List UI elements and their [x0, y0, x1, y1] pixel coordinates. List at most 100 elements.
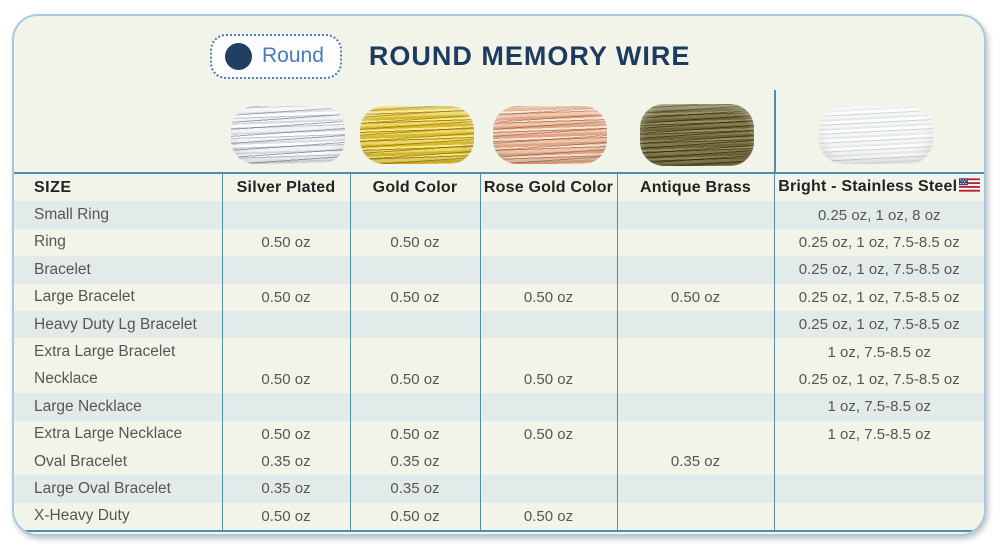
value-cell: 0.50 oz	[221, 420, 350, 448]
size-cell: Bracelet	[34, 260, 91, 278]
value-cell: 0.50 oz	[616, 283, 774, 311]
size-cell: Heavy Duty Lg Bracelet	[34, 315, 197, 333]
value-cell	[479, 310, 617, 339]
table-row: X-Heavy Duty 0.50 oz 0.50 oz 0.50 oz	[14, 502, 984, 533]
size-column-header: SIZE	[14, 171, 222, 202]
table-row: Large Oval Bracelet 0.35 oz 0.35 oz	[14, 475, 984, 503]
column-header-antique-brass: Antique Brass	[616, 171, 774, 202]
size-cell: Ring	[34, 233, 66, 251]
filled-circle-icon	[225, 42, 252, 70]
value-cell: 0.50 oz	[221, 228, 350, 257]
value-cell	[221, 338, 350, 366]
table-row: Bracelet 0.25 oz, 1 oz, 7.5-8.5 oz	[14, 256, 984, 284]
value-cell	[479, 201, 617, 229]
wire-coil-images	[14, 100, 984, 166]
value-cell: 0.35 oz	[349, 447, 480, 476]
value-cell: 0.25 oz, 1 oz, 7.5-8.5 oz	[773, 365, 984, 394]
value-cell	[221, 393, 350, 421]
value-cell	[349, 256, 480, 284]
memory-wire-spec-card: Round ROUND MEMORY WIRE SIZE Silver Plate…	[12, 14, 986, 536]
value-cell: 0.35 oz	[616, 447, 774, 476]
value-cell	[349, 201, 480, 229]
size-cell: Large Oval Bracelet	[34, 479, 171, 497]
value-cell: 0.25 oz, 1 oz, 8 oz	[773, 201, 984, 229]
size-cell: Large Bracelet	[34, 288, 135, 306]
value-cell	[616, 365, 774, 394]
table-row: Oval Bracelet 0.35 oz 0.35 oz 0.35 oz	[14, 447, 984, 476]
badge-label: Round	[262, 44, 324, 67]
column-header-label: Gold Color	[372, 178, 458, 196]
size-cell: Extra Large Necklace	[34, 425, 183, 443]
value-cell	[221, 201, 350, 229]
value-cell: 0.50 oz	[349, 420, 480, 448]
table-row: Heavy Duty Lg Bracelet 0.25 oz, 1 oz, 7.5…	[14, 310, 984, 339]
column-header-rose-gold-color: Rose Gold Color	[479, 171, 617, 202]
value-cell	[616, 256, 774, 284]
value-cell	[616, 393, 774, 421]
size-cell: X-Heavy Duty	[14, 502, 222, 533]
size-cell: Small Ring	[34, 206, 109, 224]
value-cell: 0.50 oz	[479, 283, 617, 311]
value-cell: 0.50 oz	[349, 283, 480, 311]
column-header-label: SIZE	[34, 178, 72, 196]
value-cell	[616, 228, 774, 257]
value-cell	[773, 447, 984, 476]
value-cell: 0.50 oz	[479, 502, 617, 533]
size-spec-table: SIZE Silver Plated Gold Color Rose Gold Col…	[14, 171, 984, 533]
column-header-label: Bright - Stainless Steel	[778, 178, 958, 196]
table-row: Extra Large Necklace 0.50 oz 0.50 oz 0.50 o…	[14, 420, 984, 448]
value-cell: 0.50 oz	[221, 283, 350, 311]
size-cell: Extra Large Bracelet	[34, 343, 176, 361]
value-cell	[479, 228, 617, 257]
value-cell: 0.25 oz, 1 oz, 7.5-8.5 oz	[773, 228, 984, 257]
value-cell: 0.50 oz	[221, 502, 350, 533]
column-header-label: Rose Gold Color	[483, 178, 614, 196]
value-cell	[479, 393, 617, 421]
value-cell: 1 oz, 7.5-8.5 oz	[773, 338, 984, 366]
value-cell	[773, 502, 984, 533]
column-header-label: Silver Plated	[236, 178, 336, 196]
value-cell: 0.25 oz, 1 oz, 7.5-8.5 oz	[773, 310, 984, 339]
silver-plated-coil-image	[231, 106, 345, 164]
value-cell: 0.50 oz	[479, 420, 617, 448]
value-cell	[616, 475, 774, 503]
value-cell: 0.25 oz, 1 oz, 7.5-8.5 oz	[773, 283, 984, 311]
stainless-section-divider	[774, 90, 776, 172]
table-row: Large Necklace 1 oz, 7.5-8.5 oz	[14, 393, 984, 421]
table-row: Small Ring 0.25 oz, 1 oz, 8 oz	[14, 201, 984, 229]
page-title: ROUND MEMORY WIRE	[368, 40, 691, 71]
value-cell: 0.50 oz	[349, 365, 480, 394]
size-cell: Large Necklace	[34, 397, 142, 415]
value-cell: 1 oz, 7.5-8.5 oz	[773, 393, 984, 421]
value-cell	[479, 256, 617, 284]
column-header-bright-stainless-steel: Bright - Stainless Steel	[773, 171, 984, 202]
rose-gold-color-coil-image	[493, 106, 607, 164]
value-cell	[349, 393, 480, 421]
value-cell: 0.35 oz	[221, 475, 350, 503]
table-row: Large Bracelet 0.50 oz 0.50 oz 0.50 oz 0.50 …	[14, 283, 984, 311]
value-cell	[479, 447, 617, 476]
column-header-label: Antique Brass	[639, 178, 752, 196]
size-cell: Necklace	[34, 370, 98, 388]
table-row: Extra Large Bracelet 1 oz, 7.5-8.5 oz	[14, 338, 984, 366]
value-cell	[221, 256, 350, 284]
gold-color-coil-image	[360, 106, 474, 164]
value-cell: 0.35 oz	[349, 475, 480, 503]
bright-stainless-steel-coil-image	[819, 106, 933, 164]
table-header-row: SIZE Silver Plated Gold Color Rose Gold Col…	[14, 171, 984, 202]
table-row: Ring 0.50 oz 0.50 oz 0.25 oz, 1 oz, 7.5-8.5…	[14, 228, 984, 257]
value-cell	[616, 201, 774, 229]
value-cell: 0.35 oz	[221, 447, 350, 476]
value-cell	[616, 502, 774, 533]
round-shape-badge: Round	[210, 33, 342, 79]
table-row: Necklace 0.50 oz 0.50 oz 0.50 oz 0.25 oz, 1 …	[14, 365, 984, 394]
value-cell	[616, 420, 774, 448]
antique-brass-coil-image	[640, 104, 754, 166]
value-cell: 1 oz, 7.5-8.5 oz	[773, 420, 984, 448]
column-header-gold-color: Gold Color	[349, 171, 480, 202]
value-cell: 0.50 oz	[349, 502, 480, 533]
value-cell	[479, 475, 617, 503]
us-flag-icon	[959, 178, 981, 197]
value-cell	[479, 338, 617, 366]
value-cell	[773, 475, 984, 503]
